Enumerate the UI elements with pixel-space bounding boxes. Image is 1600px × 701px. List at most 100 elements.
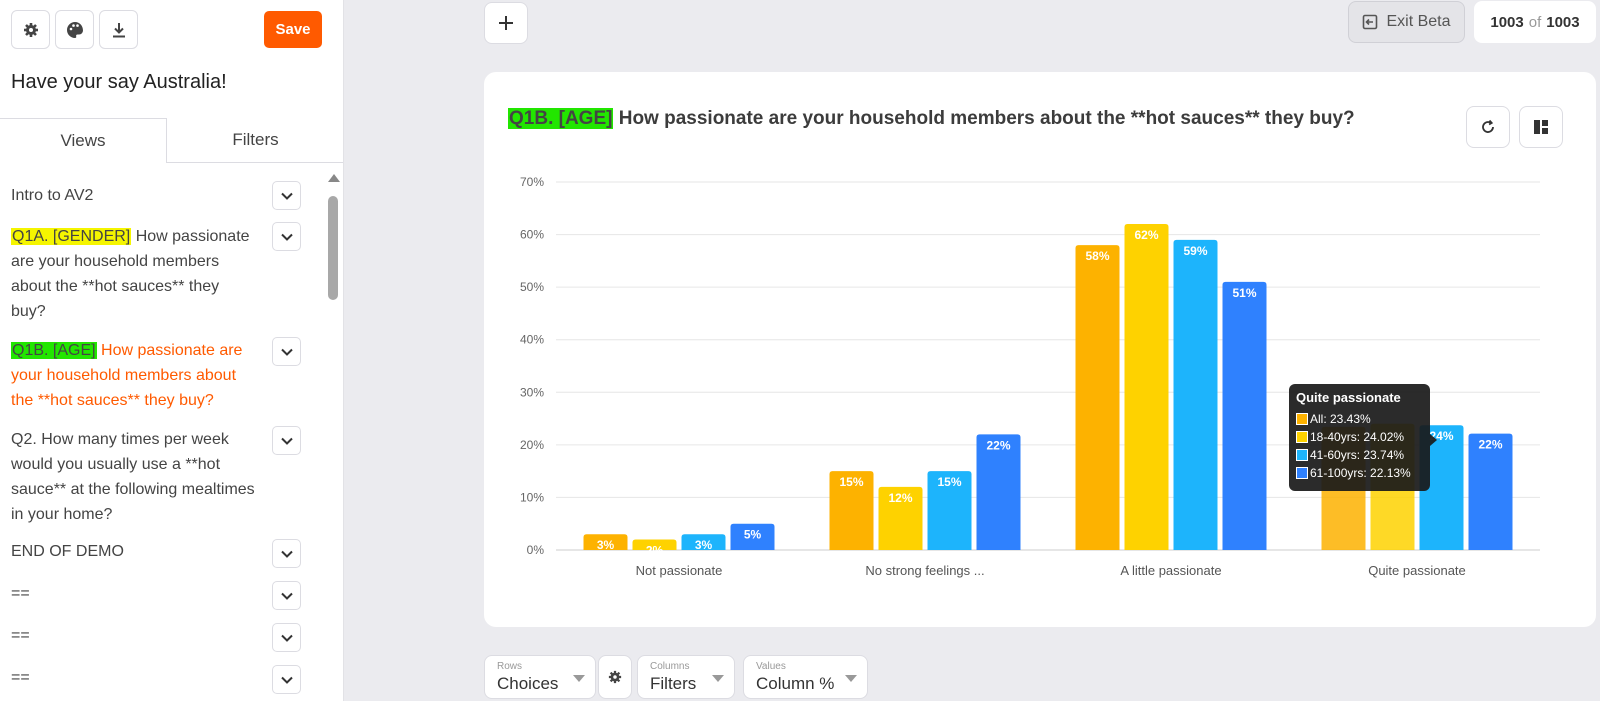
bar-data-label: 58%	[1085, 249, 1109, 263]
chevron-down-icon	[280, 676, 293, 684]
legend-swatch	[1296, 431, 1308, 443]
legend-swatch	[1296, 449, 1308, 461]
gear-icon	[608, 670, 622, 684]
columns-selector-value: Filters	[650, 674, 697, 693]
view-item-q1b[interactable]: Q1B. [AGE] How passionate are your house…	[11, 338, 256, 413]
rows-settings-button[interactable]	[598, 655, 632, 699]
bar	[1468, 433, 1513, 550]
rows-selector[interactable]: Rows Choices	[484, 655, 596, 699]
tab-filters[interactable]: Filters	[167, 118, 343, 163]
x-category-label: No strong feelings ...	[865, 563, 984, 578]
bar	[976, 434, 1021, 550]
view-item-separator[interactable]: ==	[11, 665, 256, 690]
bar-data-label: 3%	[695, 538, 713, 552]
view-item-label: END OF DEMO	[11, 543, 124, 560]
chevron-down-icon	[280, 437, 293, 445]
tooltip-row-text: 41-60yrs: 23.74%	[1310, 448, 1405, 462]
tab-views[interactable]: Views	[0, 118, 167, 163]
columns-selector-label: Columns	[650, 661, 690, 672]
caret-down-icon	[573, 675, 585, 682]
view-item-tag: Q1B. [AGE]	[11, 342, 97, 359]
palette-icon	[66, 21, 83, 38]
x-category-label: A little passionate	[1120, 563, 1221, 578]
bar-data-label: 15%	[937, 475, 961, 489]
view-item-expand-button[interactable]	[272, 222, 301, 251]
bar-data-label: 12%	[888, 491, 912, 505]
legend-swatch	[1296, 467, 1308, 479]
layout-button[interactable]	[1519, 106, 1563, 148]
bar	[1173, 239, 1218, 551]
count-total: 1003	[1546, 13, 1580, 31]
y-tick-label: 50%	[520, 280, 544, 294]
columns-selector[interactable]: Columns Filters	[637, 655, 735, 699]
view-item-expand-button[interactable]	[272, 426, 301, 455]
view-item-separator[interactable]: ==	[11, 623, 256, 648]
count-current: 1003	[1490, 13, 1524, 31]
y-tick-label: 10%	[520, 490, 544, 504]
values-selector[interactable]: Values Column %	[743, 655, 868, 699]
rows-selector-label: Rows	[497, 661, 523, 672]
bar	[878, 486, 923, 550]
count-of: of	[1528, 13, 1542, 31]
download-icon	[112, 22, 125, 37]
settings-button[interactable]	[11, 10, 50, 49]
bar	[1419, 425, 1464, 550]
x-category-label: Not passionate	[636, 563, 723, 578]
exit-beta-button[interactable]: Exit Beta	[1348, 1, 1465, 43]
view-item-separator[interactable]: ==	[11, 581, 256, 606]
view-item-label: ==	[11, 585, 30, 602]
sidebar-tabs: Views Filters	[0, 118, 343, 163]
add-view-button[interactable]	[484, 2, 528, 44]
view-item-intro[interactable]: Intro to AV2	[11, 183, 256, 208]
theme-button[interactable]	[55, 10, 94, 49]
y-tick-label: 40%	[520, 333, 544, 347]
y-tick-label: 0%	[527, 543, 545, 557]
view-item-expand-button[interactable]	[272, 337, 301, 366]
sidebar-scrollbar[interactable]	[326, 172, 340, 701]
view-item-label: Q2. How many times per week would you us…	[11, 431, 255, 523]
tooltip-row: 41-60yrs: 23.74%	[1296, 446, 1423, 464]
scroll-up-arrow-icon[interactable]	[328, 174, 340, 182]
y-tick-label: 60%	[520, 228, 544, 242]
bar	[1222, 281, 1267, 550]
tooltip-row: 18-40yrs: 24.02%	[1296, 428, 1423, 446]
bar	[829, 471, 874, 550]
values-selector-value: Column %	[756, 674, 835, 693]
save-button[interactable]: Save	[264, 11, 322, 48]
tooltip-row-text: 18-40yrs: 24.02%	[1310, 430, 1405, 444]
view-item-expand-button[interactable]	[272, 181, 301, 210]
chart-title-text: How passionate are your household member…	[613, 108, 1355, 129]
x-category-label: Quite passionate	[1368, 563, 1466, 578]
chevron-down-icon	[280, 233, 293, 241]
view-item-q1a[interactable]: Q1A. [GENDER] How passionate are your ho…	[11, 224, 256, 324]
bar	[681, 534, 726, 550]
bar-data-label: 15%	[839, 475, 863, 489]
tooltip-row: All: 23.43%	[1296, 410, 1423, 428]
plus-icon	[499, 16, 513, 30]
bar	[632, 539, 677, 550]
refresh-icon	[1482, 119, 1494, 133]
chevron-down-icon	[280, 592, 293, 600]
caret-down-icon	[712, 675, 724, 682]
chevron-down-icon	[280, 634, 293, 642]
tooltip-arrow	[1430, 434, 1437, 446]
exit-beta-label: Exit Beta	[1386, 13, 1451, 30]
refresh-button[interactable]	[1466, 106, 1510, 148]
view-item-label: How passionate are your household member…	[11, 228, 250, 320]
view-item-label: How passionate are your household member…	[11, 342, 243, 409]
caret-down-icon	[845, 675, 857, 682]
y-tick-label: 30%	[520, 385, 544, 399]
view-item-expand-button[interactable]	[272, 581, 301, 610]
view-item-expand-button[interactable]	[272, 539, 301, 568]
view-item-q2[interactable]: Q2. How many times per week would you us…	[11, 427, 256, 527]
view-item-expand-button[interactable]	[272, 623, 301, 652]
view-item-expand-button[interactable]	[272, 665, 301, 694]
bar-data-label: 59%	[1183, 244, 1207, 258]
view-item-end-of-demo[interactable]: END OF DEMO	[11, 539, 256, 564]
values-selector-label: Values	[756, 661, 786, 672]
tooltip-row: 61-100yrs: 22.13%	[1296, 464, 1423, 482]
chart-title-tag: Q1B. [AGE]	[508, 108, 614, 129]
download-button[interactable]	[99, 10, 138, 49]
view-item-tag: Q1A. [GENDER]	[11, 228, 132, 245]
scrollbar-thumb[interactable]	[328, 196, 338, 300]
